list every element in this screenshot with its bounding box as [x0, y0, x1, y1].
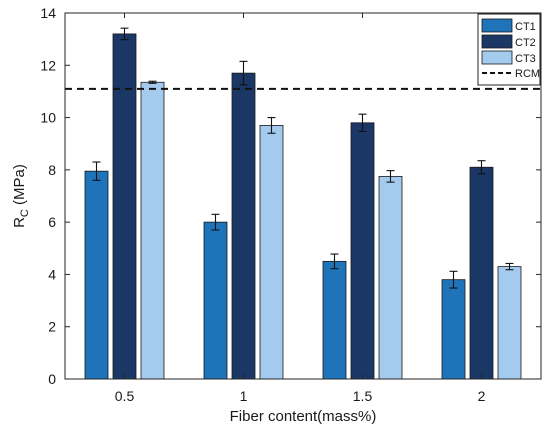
x-tick-label: 2: [478, 388, 486, 404]
y-tick-label: 6: [48, 214, 56, 230]
error-bar-ct2-0.5: [120, 27, 129, 41]
bar-ct2-1.5: [350, 122, 375, 380]
bar-ct2-1: [231, 72, 256, 380]
error-bar-ct1-1.5: [330, 253, 339, 270]
error-bar-ct3-2: [505, 262, 514, 271]
y-axis-label-unit: (MPa): [11, 164, 28, 209]
error-bar-ct1-0.5: [92, 161, 101, 181]
error-bar-ct2-1: [239, 60, 248, 86]
y-axis-label-main: R: [11, 217, 28, 228]
bar-ct1-1.5: [322, 260, 347, 380]
legend-swatch-ct3: [481, 50, 513, 65]
legend-label-rcm: RCM: [515, 68, 540, 80]
y-tick-label: 12: [40, 57, 56, 73]
x-axis-ticks: 0.5 1 1.5 2: [115, 13, 486, 404]
legend-label-ct3: CT3: [515, 53, 536, 65]
bar-ct1-2: [441, 279, 466, 380]
bar-ct1-1: [203, 221, 228, 380]
bar-ct3-1.5: [378, 175, 403, 380]
error-bar-ct1-2: [449, 270, 458, 289]
legend-label-ct2: CT2: [515, 37, 536, 49]
error-bar-ct1-1: [211, 213, 220, 231]
legend: CT1 CT2 CT3 RCM: [477, 13, 541, 86]
error-bars-layer: [92, 27, 514, 289]
error-bar-ct2-2: [477, 160, 486, 175]
bar-ct3-2: [497, 266, 522, 380]
error-bar-ct2-1.5: [358, 113, 367, 132]
legend-swatch-ct2: [481, 34, 513, 49]
bar-ct2-0.5: [112, 33, 137, 380]
error-bar-ct3-0.5: [148, 80, 157, 84]
x-tick-label: 1: [240, 388, 248, 404]
bar-ct3-1: [259, 125, 284, 380]
y-axis-ticks: 0 2 4 6 8 10 12 14: [40, 5, 541, 387]
x-tick-label: 1.5: [353, 388, 373, 404]
error-bar-ct3-1.5: [386, 170, 395, 183]
error-bar-ct3-1: [267, 117, 276, 134]
legend-swatch-ct1: [481, 18, 513, 33]
bar-ct3-0.5: [140, 81, 165, 380]
bars-layer: [84, 33, 522, 380]
plot-frame: [64, 12, 542, 380]
y-tick-label: 8: [48, 162, 56, 178]
legend-label-ct1: CT1: [515, 21, 536, 33]
y-tick-label: 14: [40, 5, 56, 21]
y-tick-label: 10: [40, 110, 56, 126]
bar-ct1-0.5: [84, 170, 109, 380]
y-tick-label: 0: [48, 371, 56, 387]
y-tick-label: 2: [48, 319, 56, 335]
y-axis-label-sub: C: [19, 209, 31, 217]
y-tick-label: 4: [48, 266, 56, 282]
bar-ct2-2: [469, 166, 494, 380]
y-axis-label: RC (MPa): [11, 164, 31, 228]
x-tick-label: 0.5: [115, 388, 135, 404]
x-axis-label: Fiber content(mass%): [230, 408, 377, 425]
